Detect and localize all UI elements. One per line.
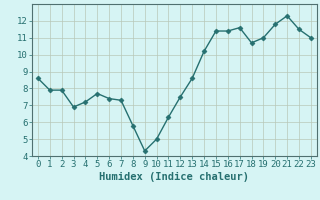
X-axis label: Humidex (Indice chaleur): Humidex (Indice chaleur) [100,172,249,182]
